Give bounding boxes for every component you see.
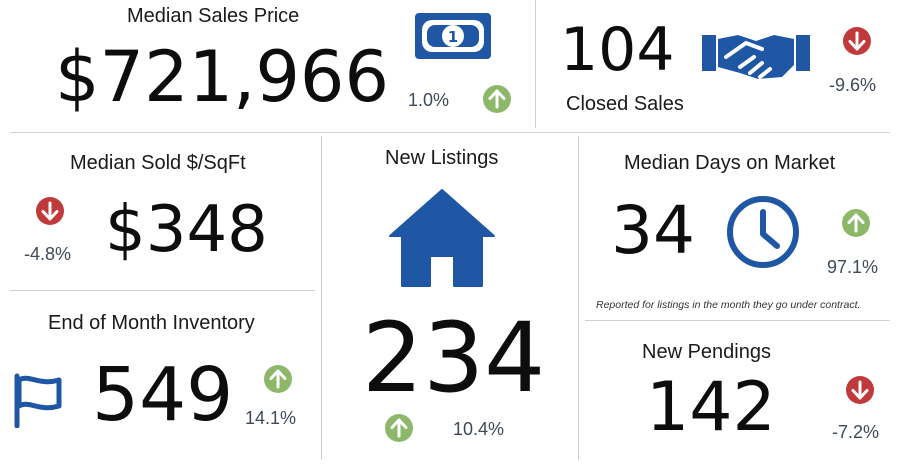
median-sales-price-value: $721,966 bbox=[55, 36, 390, 118]
clock-icon bbox=[727, 196, 799, 268]
svg-text:1: 1 bbox=[448, 28, 458, 46]
divider-left-mid bbox=[10, 290, 315, 291]
divider-left-col bbox=[321, 136, 322, 460]
handshake-icon bbox=[702, 35, 810, 79]
flag-icon bbox=[14, 373, 62, 428]
up-arrow-icon bbox=[483, 85, 511, 113]
divider-right-col bbox=[578, 136, 579, 460]
new-pendings-title: New Pendings bbox=[642, 341, 771, 363]
down-arrow-icon bbox=[843, 27, 871, 55]
up-arrow-icon bbox=[385, 414, 413, 442]
closed-sales-title: Closed Sales bbox=[566, 93, 684, 115]
new-listings-title: New Listings bbox=[385, 147, 499, 169]
new-listings-value: 234 bbox=[362, 302, 546, 414]
down-arrow-icon bbox=[36, 197, 64, 225]
median-days-on-market-title: Median Days on Market bbox=[624, 152, 836, 174]
closed-sales-value: 104 bbox=[560, 15, 675, 85]
up-arrow-icon bbox=[264, 365, 292, 393]
new-pendings-value: 142 bbox=[646, 368, 776, 447]
end-of-month-inventory-title: End of Month Inventory bbox=[48, 312, 255, 334]
median-days-on-market-value: 34 bbox=[611, 192, 695, 269]
median-days-on-market-note: Reported for listings in the month they … bbox=[596, 299, 861, 311]
end-of-month-inventory-value: 549 bbox=[92, 352, 234, 438]
divider-top-center bbox=[535, 0, 536, 128]
divider-right-mid bbox=[585, 320, 890, 321]
median-days-on-market-change: 97.1% bbox=[827, 257, 879, 277]
median-sold-sqft-title: Median Sold $/SqFt bbox=[70, 152, 246, 174]
new-pendings-change: -7.2% bbox=[832, 422, 880, 442]
house-icon bbox=[389, 189, 495, 287]
closed-sales-change: -9.6% bbox=[829, 75, 877, 95]
median-sold-sqft-change: -4.8% bbox=[24, 244, 72, 264]
new-listings-change: 10.4% bbox=[453, 419, 505, 439]
median-sold-sqft-value: $348 bbox=[105, 193, 268, 267]
dollar-bill-icon: 1 bbox=[415, 13, 491, 59]
down-arrow-icon bbox=[846, 376, 874, 404]
median-sales-price-title: Median Sales Price bbox=[127, 5, 300, 27]
end-of-month-inventory-change: 14.1% bbox=[245, 408, 297, 428]
up-arrow-icon bbox=[842, 209, 870, 237]
median-sales-price-change: 1.0% bbox=[408, 90, 450, 110]
divider-top bbox=[10, 132, 890, 133]
